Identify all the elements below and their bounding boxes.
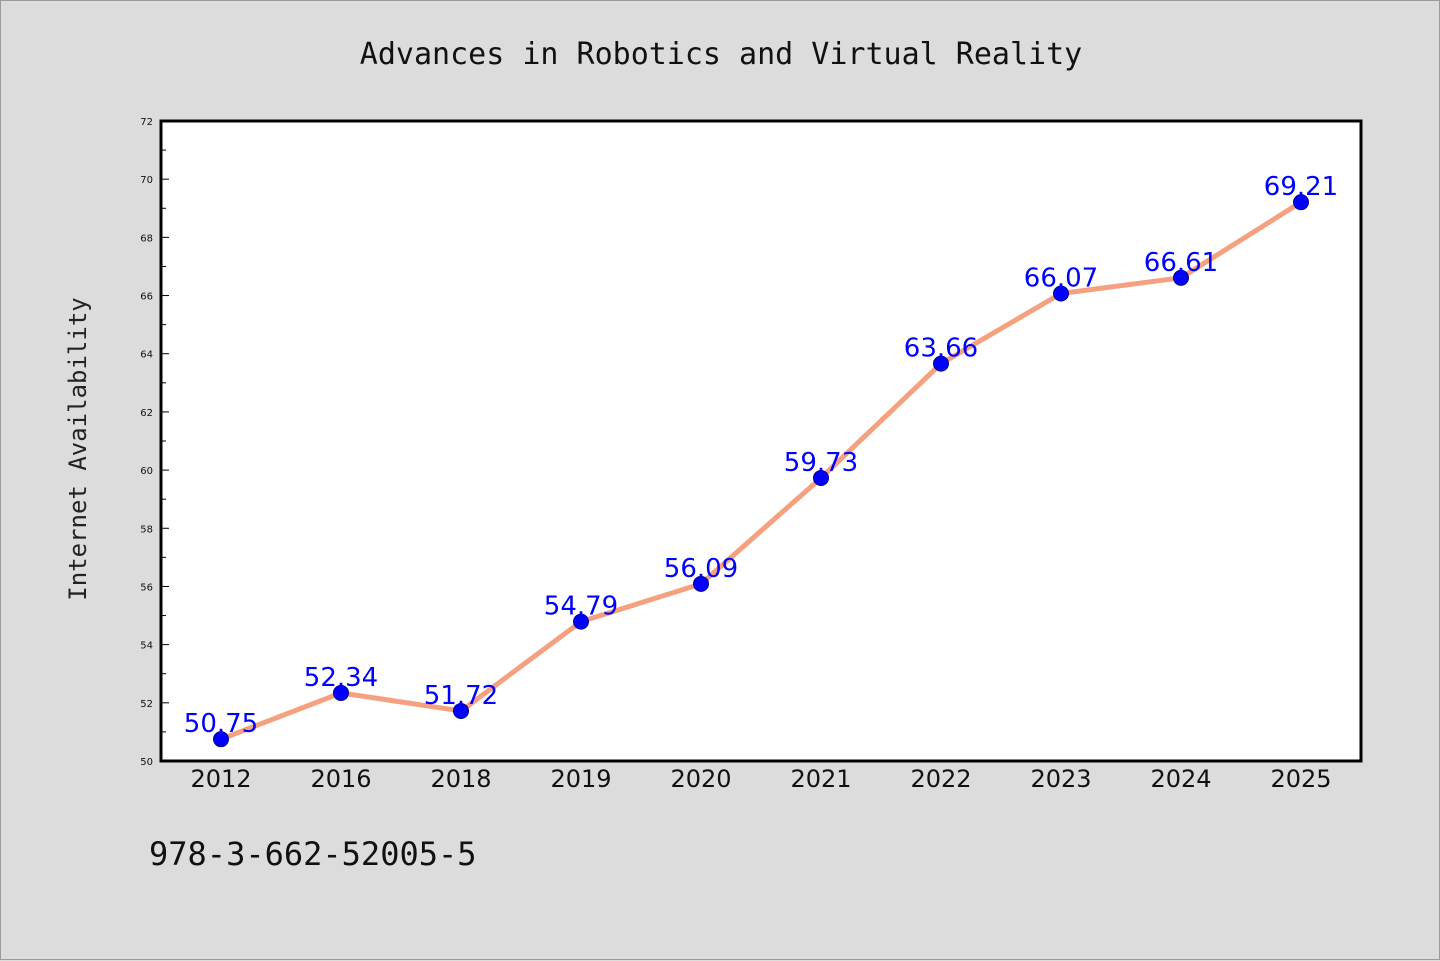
data-label: 66.07 [1024,264,1098,294]
y-axis-label: Internet Availability [64,297,92,600]
data-point [1173,269,1189,286]
data-label: 52.34 [304,663,378,693]
x-tick-label: 2023 [1030,765,1091,793]
y-tick-label: 68 [140,233,153,244]
x-tick-label: 2016 [310,765,371,793]
data-point [1053,285,1069,302]
data-point [1293,194,1309,211]
chart-title: Advances in Robotics and Virtual Reality [360,37,1082,72]
y-tick-label: 54 [140,641,153,652]
data-label: 69.21 [1264,172,1338,202]
y-tick-label: 72 [140,117,153,128]
y-tick-label: 58 [140,524,153,535]
y-tick-label: 62 [140,408,153,419]
y-tick-label: 66 [140,292,153,303]
x-tick-label: 2021 [790,765,851,793]
x-tick-label: 2020 [670,765,731,793]
data-point [933,355,949,372]
x-tick-label: 2025 [1270,765,1331,793]
x-tick-label: 2012 [190,765,251,793]
data-point [573,613,589,630]
data-label: 51.72 [424,681,498,711]
y-tick-label: 56 [140,582,153,593]
series-layer [213,194,1309,748]
data-point [453,702,469,719]
y-tick-label: 64 [140,350,153,361]
data-point [693,575,709,592]
x-tick-label: 2018 [430,765,491,793]
data-label: 50.75 [184,709,258,739]
y-tick-label: 52 [140,699,153,710]
y-tick-label: 60 [140,466,153,477]
isbn-footer: 978-3-662-52005-5 [149,835,477,873]
data-labels-layer: 50.75 52.34 51.72 54.79 56.09 59.73 63.66 66.07… [184,172,1338,739]
y-tick-label: 50 [140,757,153,768]
x-axis-ticks: 2012 2016 2018 2019 2020 2021 2022 2023 2024 2025 [190,765,1331,793]
data-point [213,731,229,748]
plot-area [159,119,1363,763]
x-tick-label: 2019 [550,765,611,793]
data-point [813,469,829,486]
data-label: 56.09 [664,554,738,584]
y-tick-label: 70 [140,175,153,186]
data-point [333,684,349,701]
data-label: 66.61 [1144,248,1218,278]
x-tick-label: 2022 [910,765,971,793]
data-label: 54.79 [544,592,618,622]
x-tick-label: 2024 [1150,765,1211,793]
data-label: 63.66 [904,334,978,364]
series-line [218,199,1304,742]
y-axis-ticks: 50 52 54 56 58 60 62 64 66 68 70 72 [140,117,169,768]
data-label: 59.73 [784,448,858,478]
